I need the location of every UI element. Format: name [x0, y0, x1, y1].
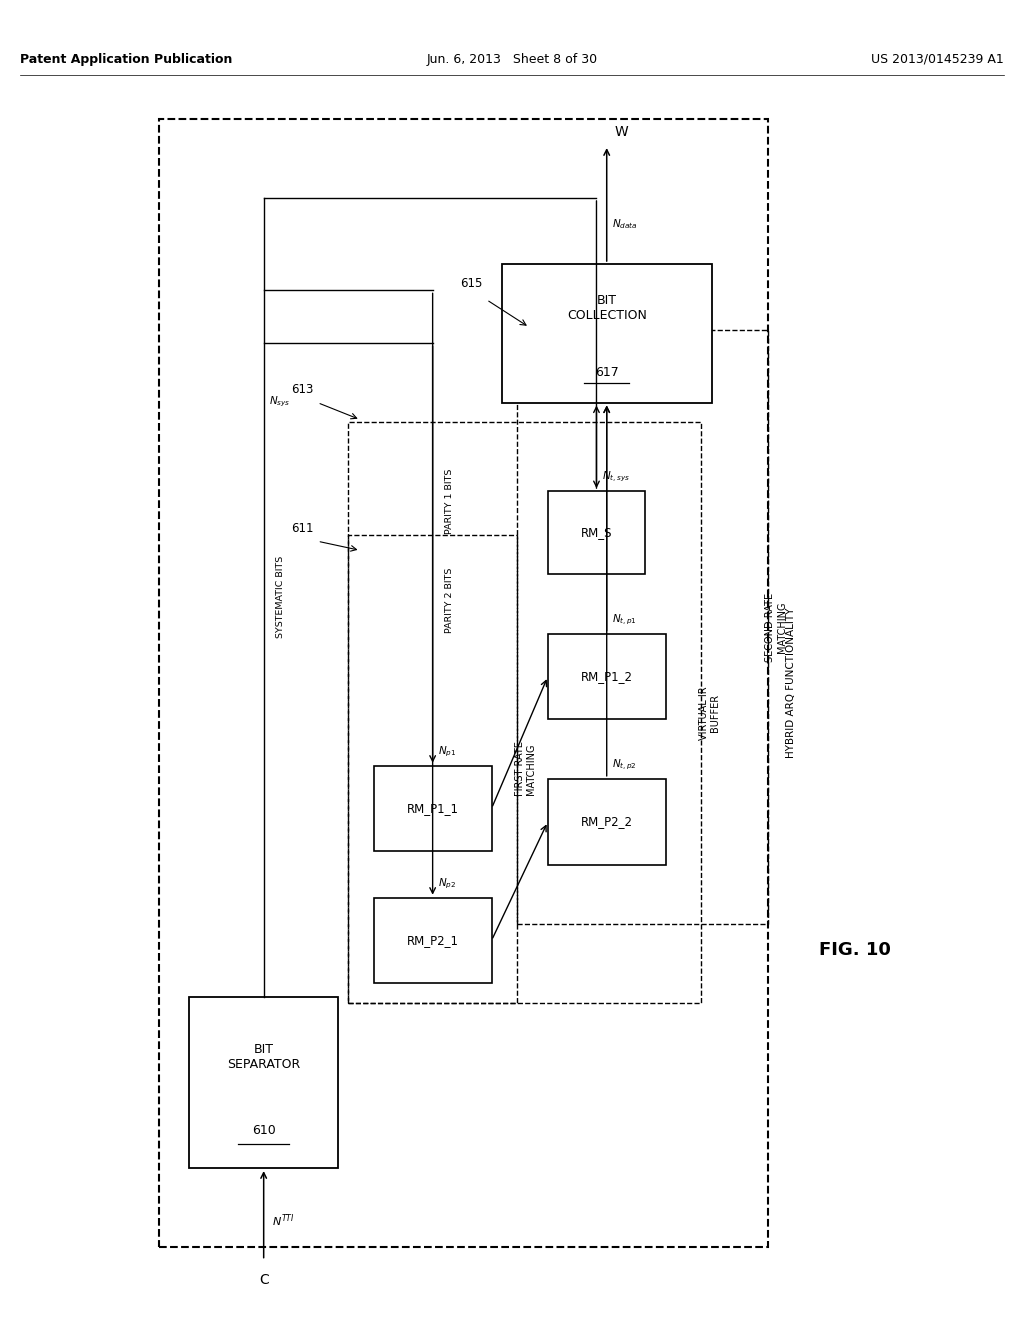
Text: BIT
COLLECTION: BIT COLLECTION — [566, 294, 647, 322]
Text: Patent Application Publication: Patent Application Publication — [20, 53, 232, 66]
Bar — [517, 330, 768, 924]
Text: $N_{sys}$: $N_{sys}$ — [268, 395, 290, 409]
Text: BIT
SEPARATOR: BIT SEPARATOR — [227, 1043, 300, 1071]
Bar — [548, 634, 666, 719]
Bar — [374, 898, 492, 983]
Text: $N_{t,p2}$: $N_{t,p2}$ — [612, 758, 637, 772]
Text: 610: 610 — [252, 1123, 275, 1137]
Text: $N_{p2}$: $N_{p2}$ — [438, 876, 456, 891]
Text: 617: 617 — [595, 366, 618, 379]
Text: PARITY 2 BITS: PARITY 2 BITS — [444, 568, 454, 634]
Text: $N^{TTI}$: $N^{TTI}$ — [272, 1213, 295, 1229]
Text: RM_S: RM_S — [581, 527, 612, 539]
Text: PARITY 1 BITS: PARITY 1 BITS — [444, 469, 454, 535]
Text: 611: 611 — [291, 521, 313, 535]
Text: $N_{t,p1}$: $N_{t,p1}$ — [612, 612, 637, 627]
Text: FIG. 10: FIG. 10 — [819, 941, 891, 960]
Bar — [502, 264, 712, 403]
Text: US 2013/0145239 A1: US 2013/0145239 A1 — [870, 53, 1004, 66]
Text: RM_P1_1: RM_P1_1 — [407, 803, 459, 814]
Text: RM_P1_2: RM_P1_2 — [581, 671, 633, 682]
Bar — [348, 535, 517, 1003]
Bar — [159, 119, 768, 1247]
Text: 613: 613 — [291, 383, 313, 396]
Text: SECOND RATE
MATCHING: SECOND RATE MATCHING — [765, 593, 787, 661]
Text: RM_P2_1: RM_P2_1 — [407, 935, 459, 946]
Bar — [189, 997, 338, 1168]
Text: HYBRID ARQ FUNCTIONALITY: HYBRID ARQ FUNCTIONALITY — [785, 609, 796, 758]
Text: Jun. 6, 2013   Sheet 8 of 30: Jun. 6, 2013 Sheet 8 of 30 — [426, 53, 598, 66]
Bar — [374, 766, 492, 851]
Text: W: W — [614, 125, 629, 139]
Text: C: C — [259, 1274, 268, 1287]
Text: VIRTUAL IR
BUFFER: VIRTUAL IR BUFFER — [698, 686, 721, 739]
Text: RM_P2_2: RM_P2_2 — [581, 816, 633, 828]
Bar — [348, 422, 701, 1003]
Bar — [548, 491, 645, 574]
Text: $N_{p1}$: $N_{p1}$ — [438, 744, 456, 759]
Text: FIRST RATE
MATCHING: FIRST RATE MATCHING — [514, 742, 537, 796]
Bar — [548, 779, 666, 865]
Text: 615: 615 — [460, 277, 482, 290]
Text: $N_{data}$: $N_{data}$ — [612, 218, 638, 231]
Text: SYSTEMATIC BITS: SYSTEMATIC BITS — [276, 556, 285, 639]
Text: $N_{t,sys}$: $N_{t,sys}$ — [602, 470, 630, 484]
